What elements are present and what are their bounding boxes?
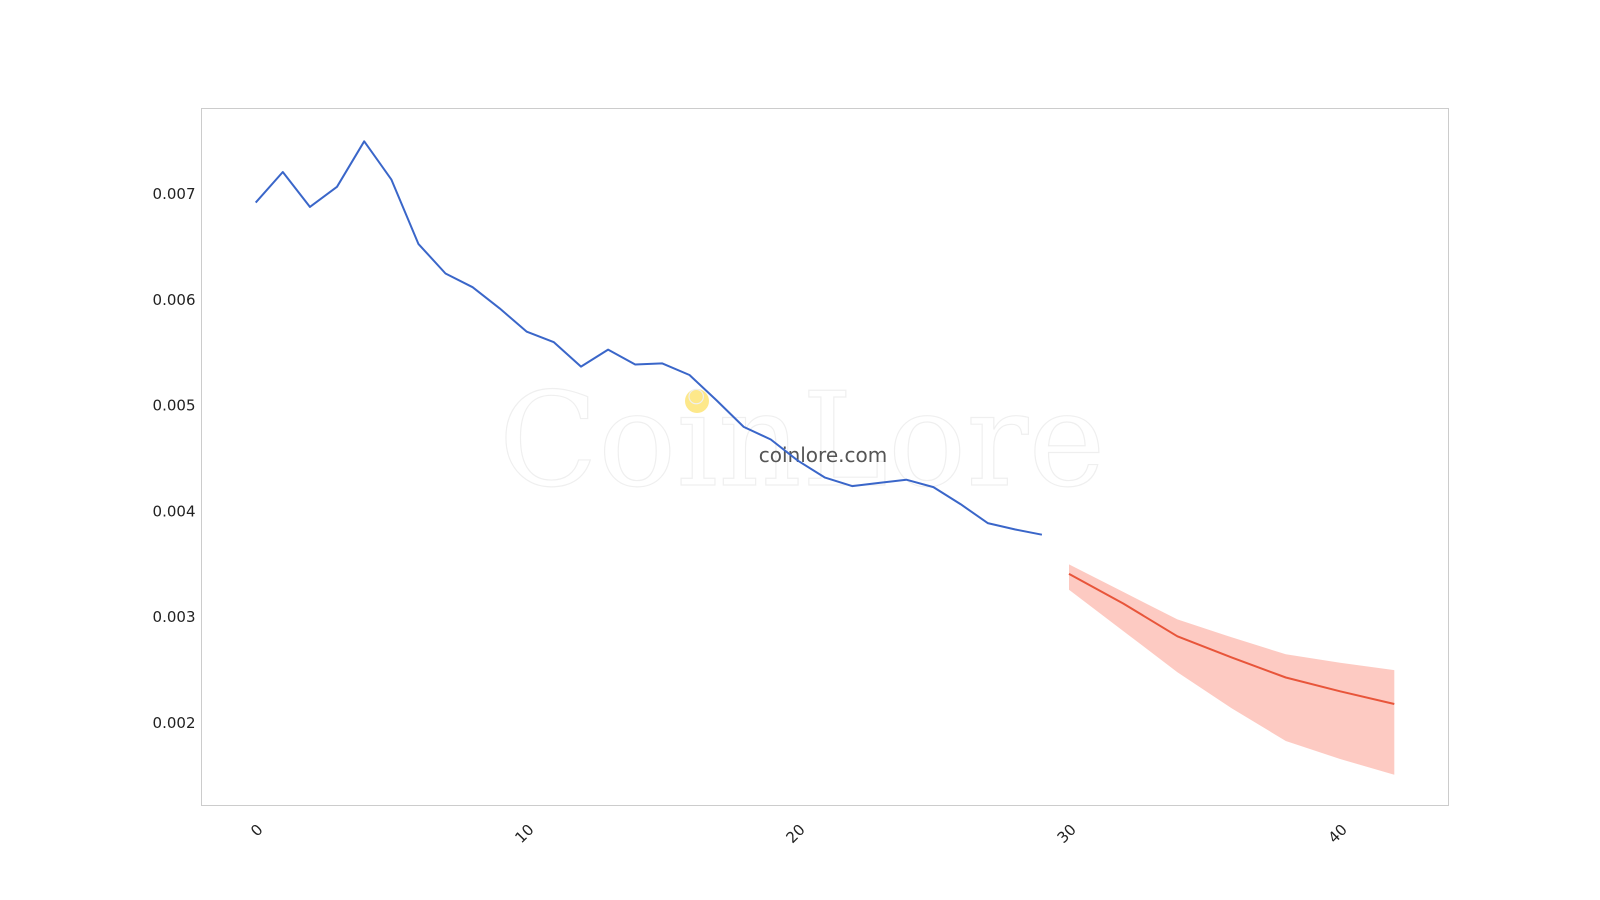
watermark-site-text: coinlore.com	[759, 443, 887, 467]
y-tick-label: 0.002	[153, 714, 196, 732]
x-tick-label: 0	[247, 821, 266, 840]
x-tick-label: 30	[1054, 821, 1080, 847]
watermark: CoinLore coinlore.com	[498, 363, 1106, 516]
x-tick-label: 20	[782, 821, 808, 847]
y-tick-label: 0.004	[153, 502, 196, 520]
y-axis: 0.002 0.003 0.004 0.005 0.006 0.007	[153, 185, 196, 732]
x-tick-label: 40	[1325, 821, 1351, 847]
forecast-price-line	[1068, 573, 1395, 705]
y-tick-label: 0.007	[153, 185, 196, 203]
y-tick-label: 0.005	[153, 397, 196, 415]
watermark-logo-text: CoinLore	[499, 364, 1106, 516]
x-tick-label: 10	[511, 821, 537, 847]
forecast-confidence-band	[1069, 564, 1395, 775]
y-tick-label: 0.003	[153, 608, 196, 626]
history-price-line	[254, 140, 1043, 536]
plot-frame	[201, 108, 1449, 806]
forecast-band-layer	[1069, 564, 1395, 775]
series-line-layer	[254, 140, 1395, 705]
y-tick-label: 0.006	[153, 291, 196, 309]
x-axis: 0 10 20 30 40	[247, 821, 1351, 847]
watermark-dot	[685, 389, 709, 413]
